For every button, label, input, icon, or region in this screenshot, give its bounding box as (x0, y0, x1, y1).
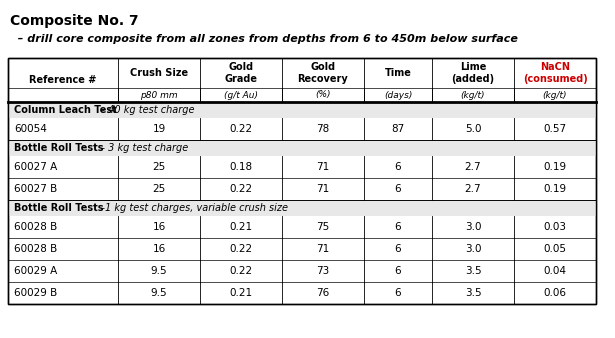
Text: 6: 6 (395, 222, 402, 232)
Bar (8, 102, 596, 118)
Text: 0.57: 0.57 (544, 124, 566, 134)
Text: 6: 6 (395, 244, 402, 254)
Text: 75: 75 (316, 222, 330, 232)
Text: 60054: 60054 (14, 124, 47, 134)
Text: 60027 B: 60027 B (14, 184, 57, 194)
Text: – 3 kg test charge: – 3 kg test charge (97, 143, 189, 153)
Text: 76: 76 (316, 288, 330, 298)
Text: p80 mm: p80 mm (140, 91, 178, 99)
Text: –1 kg test charges, variable crush size: –1 kg test charges, variable crush size (97, 203, 288, 213)
Text: 0.19: 0.19 (544, 184, 566, 194)
Text: 25: 25 (153, 162, 165, 172)
Text: 6: 6 (395, 266, 402, 276)
Text: (g/t Au): (g/t Au) (224, 91, 258, 99)
Text: 60029 A: 60029 A (14, 266, 57, 276)
Text: 0.22: 0.22 (229, 244, 253, 254)
Text: 0.22: 0.22 (229, 124, 253, 134)
Text: 3.0: 3.0 (465, 244, 482, 254)
Text: 0.22: 0.22 (229, 266, 253, 276)
Text: 2.7: 2.7 (465, 162, 482, 172)
Text: 16: 16 (153, 222, 165, 232)
Text: (kg/t): (kg/t) (461, 91, 485, 99)
Text: 60029 B: 60029 B (14, 288, 57, 298)
Text: 60028 B: 60028 B (14, 244, 57, 254)
Text: Bottle Roll Tests: Bottle Roll Tests (14, 203, 103, 213)
Text: Composite No. 7: Composite No. 7 (10, 14, 138, 28)
Text: 0.18: 0.18 (229, 162, 253, 172)
Text: 0.19: 0.19 (544, 162, 566, 172)
Bar (8, 200, 596, 216)
Text: 9.5: 9.5 (151, 266, 167, 276)
Text: Reference #: Reference # (30, 75, 97, 85)
Text: Column Leach Test: Column Leach Test (14, 105, 117, 115)
Text: 3.5: 3.5 (465, 266, 482, 276)
Bar (8, 58, 596, 304)
Text: (days): (days) (384, 91, 412, 99)
Text: (kg/t): (kg/t) (543, 91, 567, 99)
Text: 73: 73 (316, 266, 330, 276)
Text: (%): (%) (315, 91, 331, 99)
Text: 6: 6 (395, 184, 402, 194)
Bar (8, 140, 596, 156)
Text: 3.0: 3.0 (465, 222, 482, 232)
Text: – 40 kg test charge: – 40 kg test charge (97, 105, 195, 115)
Text: 0.05: 0.05 (544, 244, 566, 254)
Text: Time: Time (384, 68, 411, 78)
Text: 0.22: 0.22 (229, 184, 253, 194)
Text: 16: 16 (153, 244, 165, 254)
Text: 87: 87 (391, 124, 405, 134)
Text: 60028 B: 60028 B (14, 222, 57, 232)
Text: 0.21: 0.21 (229, 222, 253, 232)
Text: 5.0: 5.0 (465, 124, 482, 134)
Text: 25: 25 (153, 184, 165, 194)
Text: 9.5: 9.5 (151, 288, 167, 298)
Text: Bottle Roll Tests: Bottle Roll Tests (14, 143, 103, 153)
Text: – drill core composite from all zones from depths from 6 to 450m below surface: – drill core composite from all zones fr… (10, 34, 518, 44)
Text: 19: 19 (153, 124, 165, 134)
Text: 60027 A: 60027 A (14, 162, 57, 172)
Text: 3.5: 3.5 (465, 288, 482, 298)
Text: Gold
Recovery: Gold Recovery (298, 62, 348, 84)
Text: 71: 71 (316, 184, 330, 194)
Text: NaCN
(consumed): NaCN (consumed) (523, 62, 587, 84)
Text: 6: 6 (395, 162, 402, 172)
Text: 71: 71 (316, 244, 330, 254)
Text: 78: 78 (316, 124, 330, 134)
Text: 0.03: 0.03 (544, 222, 566, 232)
Text: 71: 71 (316, 162, 330, 172)
Text: 0.04: 0.04 (544, 266, 566, 276)
Text: 0.21: 0.21 (229, 288, 253, 298)
Bar (8, 58, 596, 304)
Text: Gold
Grade: Gold Grade (224, 62, 258, 84)
Text: Crush Size: Crush Size (130, 68, 188, 78)
Text: 0.06: 0.06 (544, 288, 566, 298)
Text: Lime
(added): Lime (added) (451, 62, 494, 84)
Text: 2.7: 2.7 (465, 184, 482, 194)
Text: 6: 6 (395, 288, 402, 298)
